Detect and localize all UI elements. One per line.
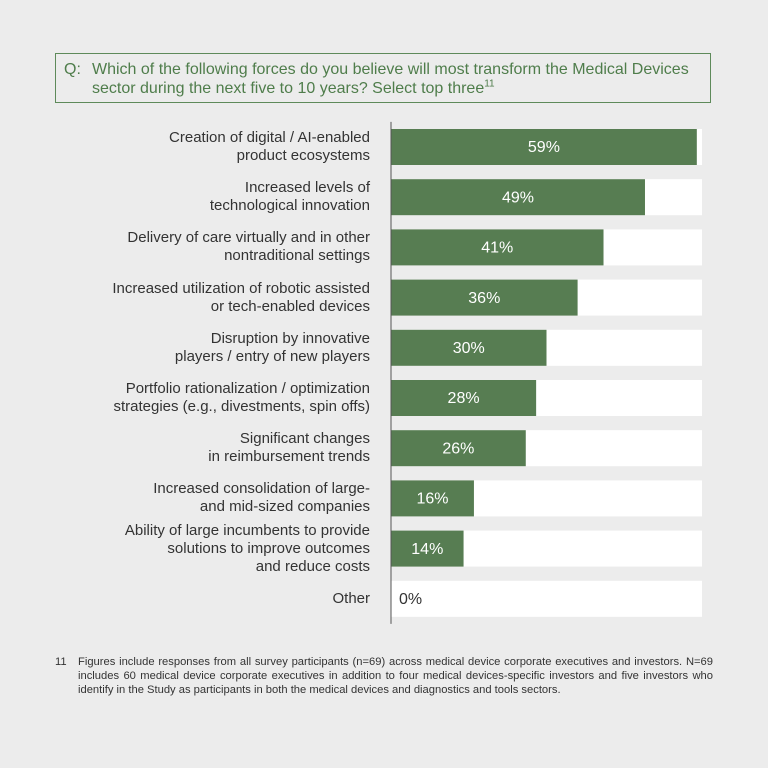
category-label: Portfolio rationalization / optimization… [113,380,370,415]
category-label: Significant changes in reimbursement tre… [208,430,370,466]
footnote-text: Figures include responses from all surve… [78,656,713,696]
question-prefix: Q: [64,61,81,78]
category-label: Creation of digital / AI-enabled product… [169,129,370,164]
bar [391,129,697,165]
value-label: 26% [442,440,474,457]
question-body: Which of the following forces do you bel… [92,61,689,97]
question-superscript: 11 [484,78,495,90]
value-label: 16% [416,491,448,508]
footnote: 11 Figures include responses from all su… [55,655,713,697]
value-label: 59% [528,139,560,156]
category-label: Ability of large incumbents to provide s… [124,521,370,575]
bar [391,380,537,416]
category-label: Delivery of care virtually and in other … [127,229,370,265]
category-label: Increased levels of technological innova… [209,179,370,215]
value-label: 14% [411,541,443,558]
bar [391,480,474,517]
bar-track [391,580,702,617]
footnote-number: 11 [55,656,67,668]
value-label: 30% [453,340,485,357]
bar [391,430,526,467]
category-label: Other [332,589,370,607]
bar [391,229,604,266]
bar [391,279,578,316]
value-label: 36% [468,290,500,307]
question-text: Which of the following forces do you bel… [92,60,700,102]
value-label: 49% [502,189,534,206]
bar [391,329,547,366]
bar [391,179,645,216]
category-label: Increased consolidation of large- and mi… [153,480,370,516]
category-label: Increased utilization of robotic assiste… [112,279,370,315]
category-label: Disruption by innovative players / entry… [174,329,370,365]
bar [391,530,464,567]
value-label: 0% [399,591,422,608]
value-label: 41% [481,240,513,257]
value-label: 28% [448,390,480,407]
question-box: Q: Which of the following forces do you … [55,53,711,103]
